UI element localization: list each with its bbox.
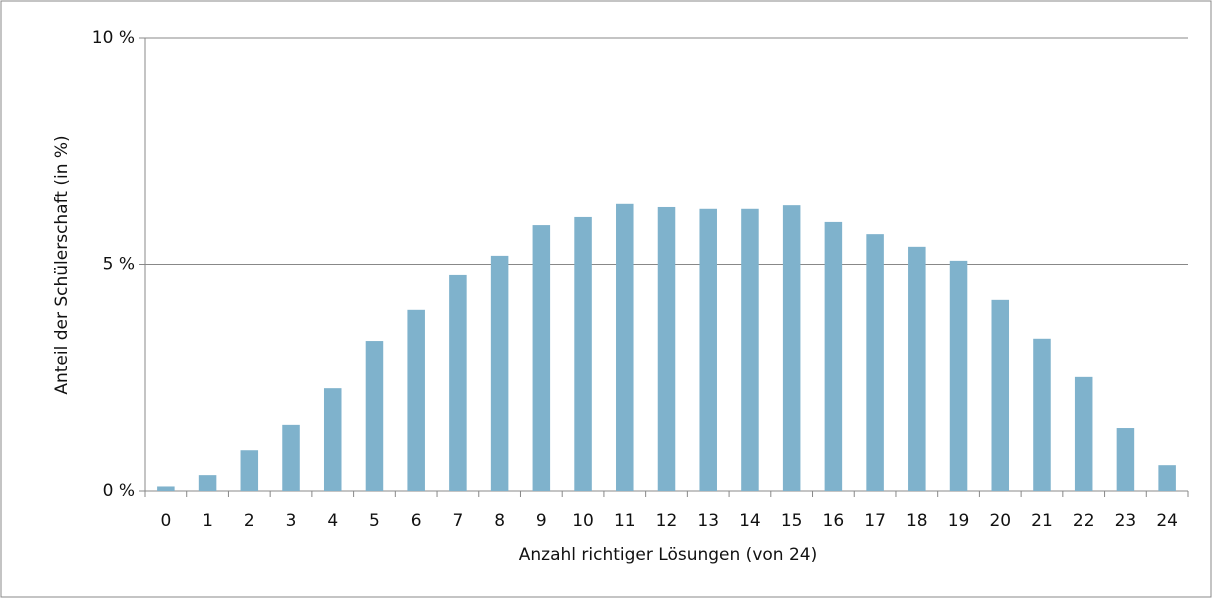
bar [1116,428,1135,491]
x-tick-label: 22 [1073,511,1095,531]
x-tick-label: 20 [989,511,1011,531]
x-tick-label: 12 [656,511,678,531]
x-tick-label: 21 [1031,511,1053,531]
x-tick-label: 10 [572,511,594,531]
x-tick-label: 8 [494,511,505,531]
y-tick-label: 0 % [103,481,135,501]
y-axis-label: Anteil der Schülerschaft (in %) [52,135,72,394]
x-tick-label: 1 [202,511,213,531]
bar [282,424,300,491]
bar [616,203,634,491]
x-tick-label: 4 [327,511,338,531]
bar [949,260,968,491]
x-tick-label: 15 [781,511,803,531]
bar [1033,338,1051,491]
bar [866,234,884,492]
bar [240,450,259,491]
bar [157,486,175,491]
bar [449,274,467,491]
x-tick-label: 14 [739,511,761,531]
x-tick-label: 2 [244,511,255,531]
x-tick-label: 5 [369,511,380,531]
bar [574,216,592,491]
bar [323,388,342,491]
x-tick-label: 7 [452,511,463,531]
bar [991,299,1010,491]
bar [908,246,926,491]
bar [532,225,551,492]
x-tick-label: 17 [864,511,886,531]
bar [198,475,217,491]
y-tick-label: 10 % [92,28,135,48]
y-tick-label: 5 % [103,255,135,275]
x-tick-label: 9 [536,511,547,531]
x-tick-label: 6 [411,511,422,531]
bar [741,208,759,491]
x-tick-label: 23 [1115,511,1137,531]
bar [407,309,425,491]
x-tick-label: 3 [286,511,297,531]
bar [824,221,843,491]
bar [1074,376,1093,491]
x-tick-label: 18 [906,511,928,531]
bar [657,206,676,491]
bar [699,208,717,491]
x-tick-label: 13 [697,511,719,531]
bar [1158,465,1176,491]
bar [782,205,801,492]
x-tick-label: 19 [948,511,970,531]
bar [365,341,384,491]
x-tick-label: 0 [160,511,171,531]
bar [490,255,509,491]
x-tick-label: 24 [1156,511,1178,531]
x-axis-label: Anzahl richtiger Lösungen (von 24) [519,545,817,565]
x-tick-label: 16 [823,511,845,531]
x-tick-label: 11 [614,511,636,531]
